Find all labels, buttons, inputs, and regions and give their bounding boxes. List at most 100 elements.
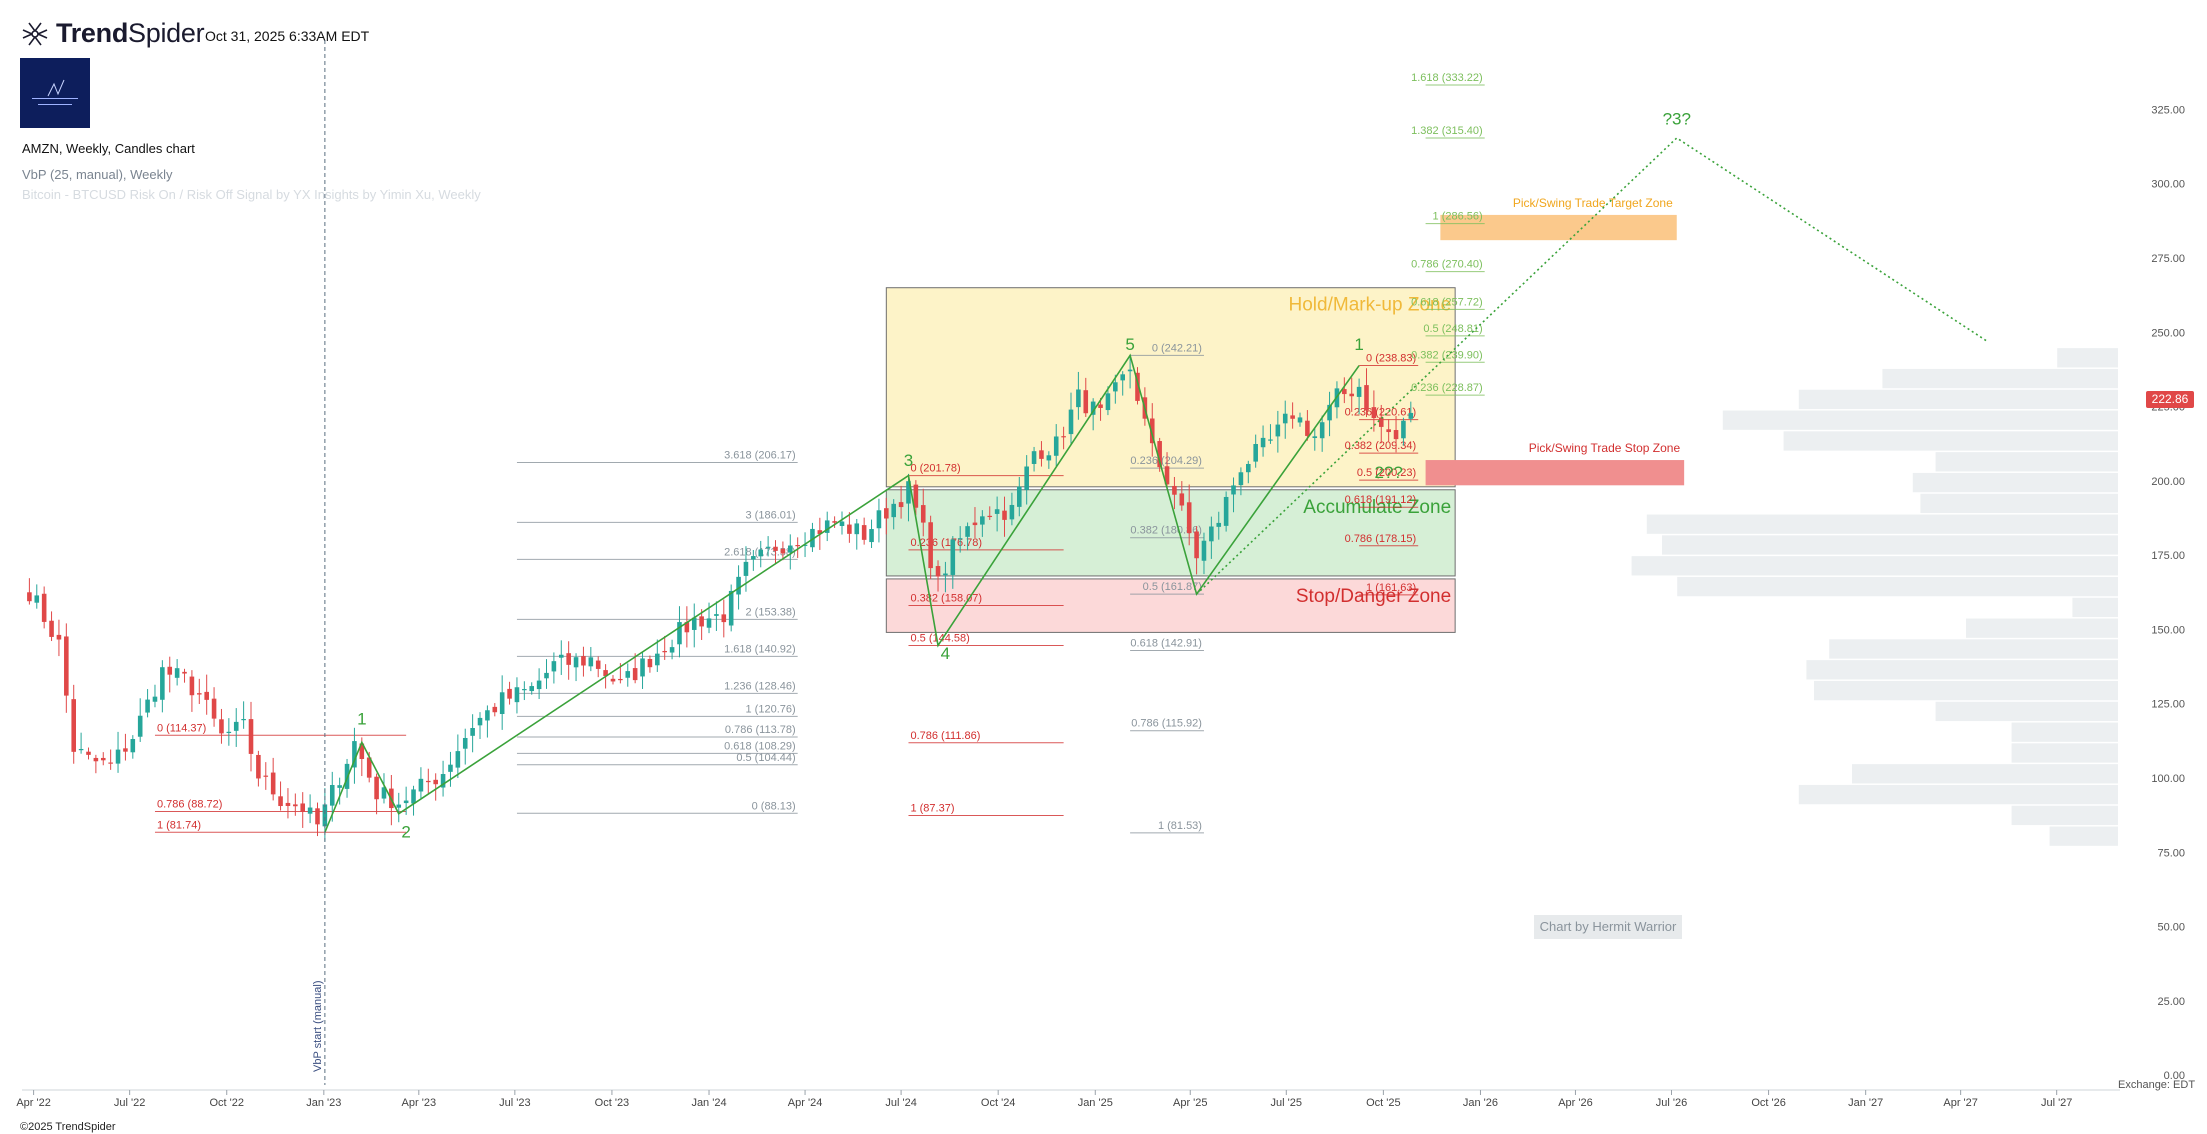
vbp-bar [1646,514,2118,534]
x-tick-label: Jan '24 [691,1097,726,1109]
candle-body [1186,502,1192,534]
fib-level-label: 0 (238.83) [1366,352,1416,364]
candle-body [1194,531,1199,559]
x-tick-label: Jan '25 [1078,1097,1113,1109]
candle-body [108,762,113,764]
candle-body [1216,522,1222,527]
candle-body [1031,451,1037,464]
indicator-signal-label[interactable]: Bitcoin - BTCUSD Risk On / Risk Off Sign… [22,187,481,202]
candle-body [876,510,882,529]
candle-body [802,544,808,546]
candle-body [300,803,306,812]
chart-title[interactable]: AMZN, Weekly, Candles chart [22,141,195,156]
vbp-bar [2011,722,2118,742]
vbp-start-label: VbP start (manual) [312,980,324,1072]
fib-level-label: 1.618 (333.22) [1411,72,1483,84]
candle-body [1076,389,1081,408]
fib-level-label: 0.5 (161.87) [1143,581,1202,593]
candle-body [145,699,150,713]
fib-level-label: 0.5 (144.58) [910,633,969,645]
zone-label: Hold/Mark-up Zone [1289,295,1452,316]
candle-body [1053,436,1059,456]
candle-body [847,524,852,534]
candle-body [824,520,830,533]
vbp-bar [1882,368,2118,389]
candle-body [1282,413,1288,424]
fib-level-label: 0.5 (200.23) [1357,467,1416,479]
candle-body [455,751,461,768]
fib-level-label: 0.786 (88.72) [157,799,222,811]
candle-body [1157,441,1162,468]
candle-body [684,622,690,633]
candle-body [1002,510,1007,520]
candle-body [418,778,424,792]
fib-level-label: 0.236 (220.61) [1345,407,1417,419]
fib-level-label: 0.618 (257.72) [1411,296,1483,308]
candle-body [485,710,490,721]
y-tick-label: 150.00 [2151,624,2185,636]
brand-light: Spider [128,18,205,48]
x-tick-label: Oct '24 [981,1097,1016,1109]
candle-body [1260,437,1266,448]
fib-level-label: 3.618 (206.17) [724,450,796,462]
candle-body [71,699,77,752]
candle-body [640,658,645,677]
candle-body [1149,418,1155,444]
candle-body [957,538,963,540]
x-tick-label: Oct '22 [209,1097,244,1109]
candle-body [41,593,47,622]
candle-body [204,691,209,700]
candle-body [1105,393,1111,411]
candle-body [1371,407,1377,419]
x-tick-label: Jul '27 [2041,1097,2072,1109]
candle-body [972,522,978,526]
fib-level-label: 0.618 (142.91) [1130,637,1202,649]
candle-body [507,688,512,699]
candle-body [352,741,357,768]
wave-label: ?3? [1663,109,1691,128]
fib-level-label: 1 (286.56) [1433,211,1483,223]
candle-body [1238,472,1244,486]
fib-level-label: 0.382 (209.34) [1345,440,1417,452]
candle-body [566,653,571,665]
candle-body [1378,417,1384,427]
candle-body [787,545,793,553]
candle-body [677,622,682,645]
candle-body [315,808,320,825]
candle-body [174,668,180,678]
candle-body [1179,493,1185,506]
candle-body [1039,450,1044,459]
copyright: ©2025 TrendSpider [20,1121,116,1133]
candle-body [1135,372,1140,401]
zone-label: Stop/Danger Zone [1296,586,1451,607]
candle-body [1127,369,1133,372]
candle-body [736,576,741,595]
candle-body [293,804,298,807]
candle-body [603,670,608,677]
fib-level-label: 1.236 (128.46) [724,680,796,692]
candle-body [699,616,704,627]
candle-body [1393,430,1399,440]
vbp-bar [1829,639,2118,659]
small-zone-label: Pick/Swing Trade Stop Zone [1529,441,1681,455]
x-tick-label: Oct '23 [595,1097,630,1109]
y-tick-label: 75.00 [2157,847,2185,859]
candle-body [1090,401,1096,415]
candle-body [1098,404,1103,408]
candle-body [751,556,756,560]
candle-body [632,668,638,681]
candle-body [426,780,431,783]
candle-body [182,671,187,674]
candle-body [1327,404,1332,421]
fib-level-label: 1 (87.37) [910,803,954,815]
fib-level-label: 0 (201.78) [910,463,960,475]
y-tick-label: 300.00 [2151,179,2185,191]
candle-body [1349,393,1355,397]
indicator-vbp-label[interactable]: VbP (25, manual), Weekly [22,167,173,182]
candle-body [832,521,837,523]
candle-body [618,678,623,681]
candle-body [529,686,535,692]
fib-level-label: 0.786 (111.86) [910,730,980,742]
wave-label: 2 [401,822,410,841]
